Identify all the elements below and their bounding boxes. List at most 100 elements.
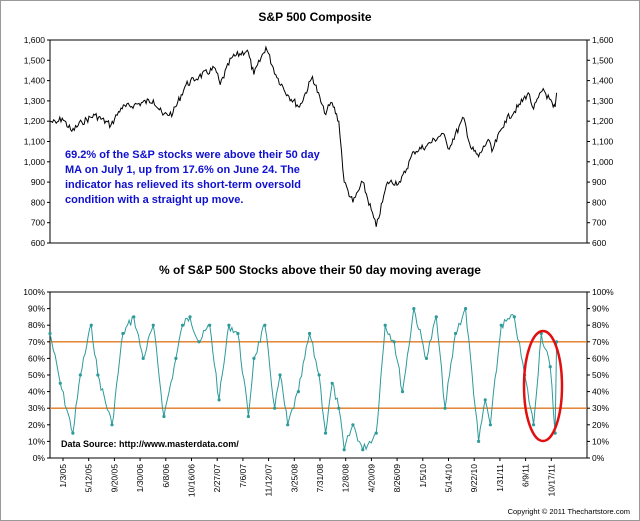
breadth-point (374, 431, 378, 435)
breadth-point (488, 423, 492, 427)
y-tick-label-right: 1,200 (592, 116, 614, 126)
y-tick-label-left: 1,300 (24, 96, 46, 106)
breadth-point (477, 439, 481, 443)
x-tick-label: 12/8/08 (341, 464, 351, 493)
x-tick-label: 9/22/10 (469, 464, 479, 493)
x-tick-label: 10/16/06 (187, 464, 197, 497)
breadth-point (48, 331, 52, 336)
breadth-point (512, 315, 516, 319)
y-tick-label-right: 70% (592, 337, 609, 347)
copyright-label: Copyright © 2011 Thechartstore.com (508, 507, 630, 516)
breadth-point (180, 323, 185, 327)
breadth-point (286, 423, 290, 427)
y-tick-label-right: 1,000 (592, 157, 614, 167)
y-tick-label-left: 1,400 (24, 76, 46, 86)
y-tick-label-left: 20% (28, 420, 45, 430)
y-tick-label-left: 40% (28, 387, 45, 397)
breadth-point (392, 340, 396, 344)
y-tick-label-right: 0% (592, 453, 605, 463)
breadth-point (71, 431, 75, 435)
y-tick-label-left: 50% (28, 370, 45, 380)
breadth-point (208, 323, 212, 327)
y-tick-label-right: 1,600 (592, 35, 614, 45)
y-tick-label-left: 10% (28, 436, 45, 446)
breadth-point (162, 414, 166, 419)
x-tick-label: 7/31/08 (315, 464, 325, 493)
y-tick-label-left: 0% (33, 453, 46, 463)
x-tick-label: 6/8/06 (161, 464, 171, 488)
breadth-point (361, 448, 365, 452)
x-tick-label: 1/5/10 (418, 464, 428, 488)
breadth-point (151, 323, 155, 327)
breadth-point (383, 323, 387, 327)
y-tick-label-left: 1,200 (24, 116, 46, 126)
sp500-y-axis-ticks: 600 600 700 700 800 800 900 900 1,000 1,000 1,100 1… (24, 35, 614, 248)
breadth-point (110, 423, 114, 427)
y-tick-label-right: 60% (592, 353, 609, 363)
chart-title-breadth: % of S&P 500 Stocks above their 50 day m… (159, 263, 481, 277)
y-tick-label-left: 600 (31, 238, 45, 248)
sp500-line (49, 45, 558, 227)
breadth-point (342, 448, 346, 452)
x-tick-label: 9/20/05 (109, 464, 119, 493)
breadth-point (263, 323, 267, 327)
breadth-point (252, 356, 256, 360)
breadth-point (278, 373, 282, 377)
y-tick-label-right: 30% (592, 403, 609, 413)
y-tick-label-left: 70% (28, 337, 45, 347)
x-tick-label: 1/30/06 (135, 464, 145, 493)
breadth-point (197, 340, 201, 344)
annotation-text: 69.2% of the S&P stocks were above their… (65, 149, 321, 206)
breadth-y-axis-ticks: 0% 0% 10% 10% 20% 20% 30% 30% 40% 40% 50% 50% 60% 60%… (23, 287, 614, 463)
breadth-point (400, 390, 405, 394)
breadth-point (499, 323, 503, 327)
breadth-point (296, 390, 301, 394)
breadth-point (531, 423, 536, 427)
breadth-point (317, 373, 321, 377)
breadth-point (217, 398, 221, 402)
plot-area-sp500 (49, 39, 588, 244)
breadth-point (96, 373, 100, 377)
breadth-point (453, 331, 458, 336)
x-tick-label: 11/12/07 (264, 464, 274, 497)
y-tick-label-right: 80% (592, 320, 609, 330)
x-tick-label: 5/14/10 (444, 464, 454, 493)
y-tick-label-left: 700 (31, 218, 45, 228)
x-tick-label: 1/31/11 (495, 464, 505, 492)
data-source-label: Data Source: http://www.masterdata.com/ (61, 439, 239, 449)
y-tick-label-right: 900 (592, 177, 606, 187)
annotation-line-1: 69.2% of the S&P stocks were above their… (65, 149, 321, 161)
breadth-point (121, 331, 125, 336)
annotation-line-3: indicator has relieved its short-term ov… (65, 179, 301, 191)
x-tick-label: 4/20/09 (366, 464, 376, 493)
y-tick-label-left: 100% (23, 287, 45, 297)
breadth-point (443, 406, 447, 410)
breadth-point (323, 431, 328, 435)
y-tick-label-left: 1,500 (24, 55, 46, 65)
breadth-point (141, 356, 145, 360)
y-tick-label-left: 30% (28, 403, 45, 413)
x-tick-label: 1/3/05 (58, 464, 68, 488)
y-tick-label-left: 1,000 (24, 157, 46, 167)
y-tick-label-right: 1,500 (592, 55, 614, 65)
y-tick-label-right: 50% (592, 370, 609, 380)
breadth-point (58, 381, 62, 385)
breadth-point (246, 414, 250, 419)
x-tick-label: 8/26/09 (392, 464, 402, 493)
y-tick-label-right: 100% (592, 287, 614, 297)
y-tick-label-right: 600 (592, 238, 606, 248)
breadth-point (463, 307, 468, 311)
annotation-line-4: condition with a straight up move. (65, 194, 243, 206)
y-tick-label-right: 700 (592, 218, 606, 228)
breadth-point (412, 307, 416, 311)
y-tick-label-left: 1,600 (24, 35, 46, 45)
breadth-point (174, 356, 178, 360)
breadth-point (78, 373, 82, 377)
breadth-point (132, 315, 136, 319)
breadth-point (307, 331, 312, 336)
breadth-point (424, 356, 429, 360)
x-tick-label: 2/27/07 (212, 464, 222, 493)
y-tick-label-right: 1,100 (592, 137, 614, 147)
y-tick-label-left: 800 (31, 197, 45, 207)
